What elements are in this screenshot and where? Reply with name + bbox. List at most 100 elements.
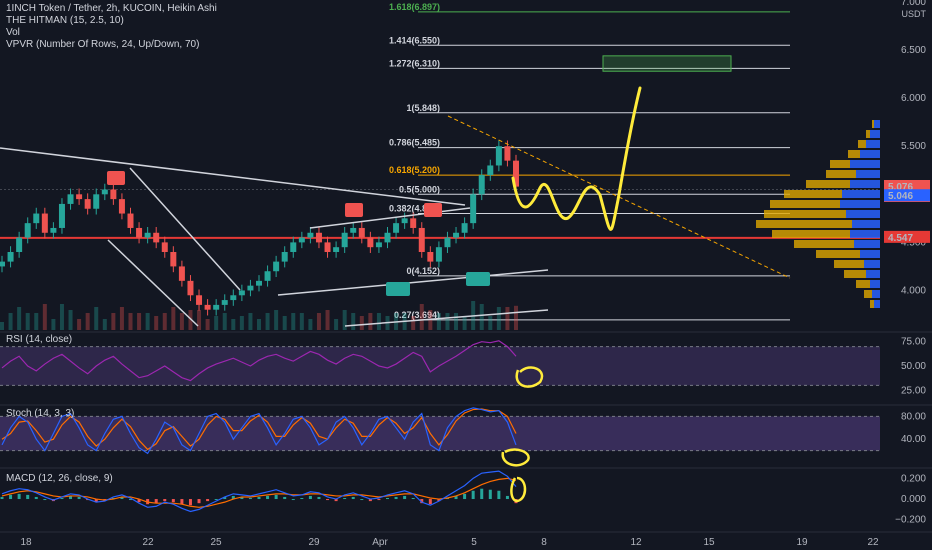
- candle: [187, 280, 194, 296]
- vpvr-up-bar: [842, 190, 880, 198]
- macd-axis-tick: 0.000: [901, 494, 926, 505]
- indicator-vol[interactable]: Vol: [6, 27, 20, 38]
- macd-pane[interactable]: [0, 467, 932, 513]
- candle: [401, 218, 408, 224]
- rsi-pane[interactable]: [0, 331, 932, 388]
- candle: [136, 227, 143, 238]
- rsi-label[interactable]: RSI (14, close): [6, 334, 73, 345]
- macd-signal-line: [1, 477, 517, 508]
- candle: [453, 232, 460, 238]
- price-pane[interactable]: 1.618(6.897) 1.414(6.550) 1.272(6.310) 1(5.…: [0, 2, 880, 330]
- candle: [247, 285, 254, 291]
- volume-bar: [462, 316, 467, 330]
- macd-histogram-bar: [248, 498, 252, 500]
- macd-histogram-bar: [386, 498, 389, 500]
- candle: [298, 237, 305, 243]
- macd-histogram-bar: [360, 499, 364, 501]
- candle: [16, 237, 23, 252]
- price-label-bg: [884, 230, 930, 243]
- candle: [341, 232, 348, 248]
- macd-histogram-bar: [394, 496, 398, 500]
- volume-bar: [197, 310, 202, 330]
- volume-bar: [0, 322, 4, 330]
- volume-bar: [479, 304, 484, 330]
- candle: [161, 242, 168, 252]
- volume-bar: [257, 319, 261, 330]
- signal-badge-bear: [424, 203, 442, 217]
- stoch-pane[interactable]: [0, 404, 932, 467]
- trend-line: [0, 147, 466, 206]
- macd-label[interactable]: MACD (12, 26, close, 9): [6, 473, 113, 484]
- candle: [110, 189, 117, 200]
- candle: [24, 223, 31, 238]
- candle: [418, 227, 425, 252]
- fib-label: 0.382(4.800): [389, 204, 440, 214]
- candle: [213, 304, 220, 310]
- volume-bar: [496, 307, 501, 330]
- volume-bar: [514, 305, 518, 330]
- volume-bar: [77, 319, 82, 330]
- price-label: 5.076: [888, 182, 913, 193]
- rsi-axis-tick: 50.00: [901, 361, 926, 372]
- stoch-label[interactable]: Stoch (14, 3, 3): [6, 408, 75, 419]
- volume-bar: [342, 310, 347, 330]
- volume-bar: [445, 313, 450, 330]
- volume-bar: [111, 313, 116, 330]
- volume-bar: [85, 313, 90, 330]
- time-axis-tick: 15: [703, 537, 715, 548]
- volume-bar: [231, 319, 236, 330]
- volume-bar: [145, 313, 150, 330]
- macd-histogram-bar: [463, 493, 467, 500]
- target-zone: [602, 55, 732, 72]
- volume-bar: [436, 313, 441, 330]
- volume-bar: [59, 304, 64, 330]
- macd-histogram-bar: [411, 498, 415, 500]
- signal-badge-bull: [466, 272, 490, 286]
- candle: [230, 295, 237, 301]
- macd-histogram-bar: [94, 499, 98, 503]
- macd-histogram-bar: [334, 499, 338, 502]
- macd-histogram-bar: [231, 495, 235, 500]
- macd-histogram-bar: [283, 496, 287, 500]
- candle: [393, 223, 400, 233]
- vpvr-up-bar: [846, 210, 880, 218]
- volume-bar: [51, 319, 56, 330]
- fib-label: 0.5(5.000): [399, 184, 440, 194]
- time-axis-tick: Apr: [372, 537, 388, 548]
- vpvr-down-bar: [806, 180, 850, 188]
- volume-bar: [291, 313, 296, 330]
- macd-histogram-bar: [420, 499, 424, 504]
- volume-bar: [137, 313, 142, 330]
- macd-histogram-bar: [274, 494, 278, 500]
- time-axis-tick: 29: [308, 537, 320, 548]
- vpvr-down-bar: [866, 130, 870, 138]
- candle: [67, 194, 74, 204]
- price-axis-tick: 4.500: [901, 237, 926, 248]
- candle: [118, 199, 125, 214]
- time-axis-tick: 8: [541, 537, 547, 548]
- indicator-hitman[interactable]: THE HITMAN (15, 2.5, 10): [6, 15, 124, 26]
- vpvr-up-bar: [850, 180, 880, 188]
- vpvr-down-bar: [830, 160, 850, 168]
- rsi-line: [1, 340, 517, 382]
- indicator-vpvr[interactable]: VPVR (Number Of Rows, 24, Up/Down, 70): [6, 39, 200, 50]
- macd-histogram-bar: [240, 496, 244, 500]
- candle: [324, 242, 331, 252]
- stoch-band: [0, 416, 880, 451]
- volume-bar: [171, 307, 176, 330]
- time-axis-tick: 5: [471, 537, 477, 548]
- volume-bar: [162, 313, 167, 330]
- macd-histogram-bar: [266, 495, 270, 500]
- macd-histogram-bar: [180, 499, 184, 505]
- candle: [41, 213, 48, 233]
- hand-drawn-projection: [511, 86, 642, 231]
- macd-histogram-bar: [326, 499, 330, 501]
- macd-histogram-bar: [368, 499, 372, 502]
- vpvr-down-bar: [858, 140, 866, 148]
- vpvr-down-bar: [784, 190, 842, 198]
- symbol-title[interactable]: 1INCH Token / Tether, 2h, KUCOIN, Heikin…: [6, 3, 217, 14]
- macd-histogram-bar: [69, 495, 73, 500]
- price-axis-tick: 7.000: [901, 0, 926, 8]
- vpvr-up-bar: [870, 130, 880, 138]
